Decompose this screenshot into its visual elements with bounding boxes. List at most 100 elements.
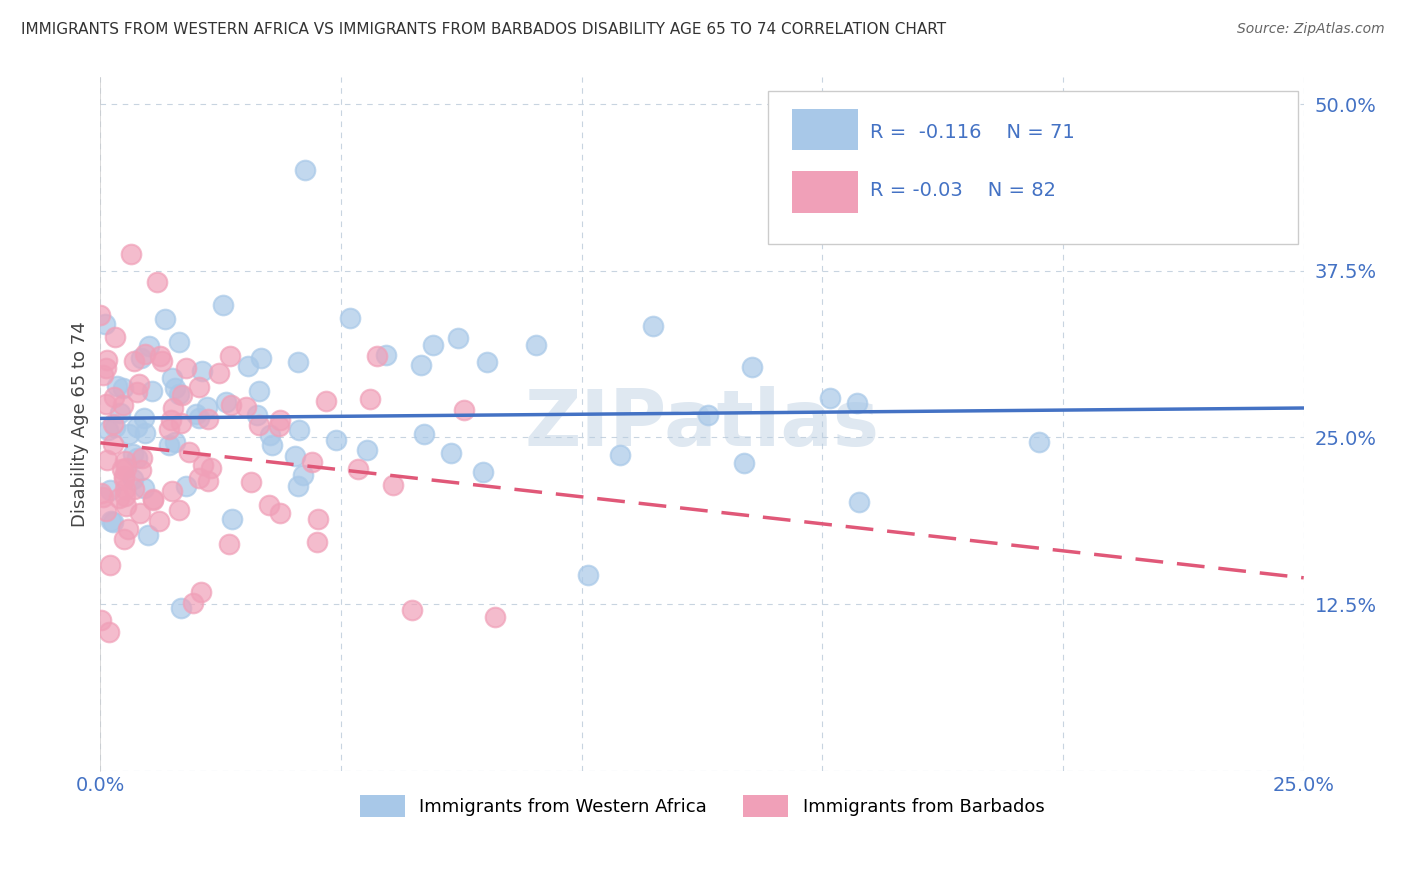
Point <box>471 465 494 479</box>
Point <box>188 411 211 425</box>
Point <box>104 330 127 344</box>
Point <box>246 408 269 422</box>
Point <box>269 507 291 521</box>
Point <box>103 417 125 432</box>
Point <box>100 483 122 497</box>
Point <box>96 353 118 368</box>
Point <box>165 435 187 450</box>
Point <box>174 479 197 493</box>
Point <box>641 319 664 334</box>
Y-axis label: Disability Age 65 to 74: Disability Age 65 to 74 <box>72 321 89 527</box>
Text: Source: ZipAtlas.com: Source: ZipAtlas.com <box>1237 22 1385 37</box>
Point <box>138 339 160 353</box>
Point <box>163 381 186 395</box>
Point <box>524 337 547 351</box>
Point <box>127 450 149 465</box>
Point <box>127 384 149 399</box>
Point <box>307 512 329 526</box>
Point <box>845 395 868 409</box>
Legend: Immigrants from Western Africa, Immigrants from Barbados: Immigrants from Western Africa, Immigran… <box>353 788 1052 824</box>
Point <box>129 463 152 477</box>
Point <box>122 354 145 368</box>
Point <box>305 535 328 549</box>
Point <box>111 462 134 476</box>
Point <box>179 445 201 459</box>
Point <box>159 413 181 427</box>
Point <box>91 491 114 505</box>
Point <box>167 503 190 517</box>
Bar <box>792 109 859 150</box>
Point <box>215 395 238 409</box>
Point <box>107 491 129 505</box>
Point <box>128 376 150 391</box>
Point <box>160 371 183 385</box>
Point <box>97 423 120 437</box>
Point <box>131 450 153 465</box>
Point <box>325 433 347 447</box>
Point <box>122 472 145 486</box>
Point <box>114 490 136 504</box>
Point <box>136 528 159 542</box>
Point <box>98 625 121 640</box>
Point <box>219 398 242 412</box>
Point <box>184 407 207 421</box>
Point <box>301 455 323 469</box>
Point <box>181 596 204 610</box>
Point <box>96 360 118 375</box>
Point <box>576 568 599 582</box>
Point <box>176 360 198 375</box>
Point <box>247 384 270 398</box>
Point <box>148 514 170 528</box>
Point <box>240 475 263 490</box>
Point <box>315 394 337 409</box>
Point <box>359 392 381 406</box>
Point <box>90 613 112 627</box>
Point <box>170 601 193 615</box>
Point <box>188 471 211 485</box>
Point <box>259 428 281 442</box>
Point <box>134 410 156 425</box>
Point <box>150 354 173 368</box>
Point <box>127 420 149 434</box>
Point <box>339 311 361 326</box>
Point <box>128 506 150 520</box>
Point <box>287 479 309 493</box>
Point <box>94 504 117 518</box>
Point <box>287 355 309 369</box>
Point <box>260 438 283 452</box>
Point <box>114 454 136 468</box>
Point <box>197 474 219 488</box>
Point <box>697 408 720 422</box>
Point <box>269 413 291 427</box>
Point <box>103 390 125 404</box>
Point <box>188 380 211 394</box>
Point <box>347 461 370 475</box>
Point <box>96 396 118 410</box>
Bar <box>792 171 859 212</box>
Point <box>191 364 214 378</box>
Point <box>157 438 180 452</box>
Point <box>453 403 475 417</box>
Point <box>111 398 134 412</box>
Point <box>211 298 233 312</box>
Point <box>157 422 180 436</box>
Text: R =  -0.116    N = 71: R = -0.116 N = 71 <box>870 122 1076 142</box>
Point <box>284 450 307 464</box>
Point <box>94 318 117 332</box>
Point <box>381 477 404 491</box>
Point <box>356 442 378 457</box>
Point <box>100 514 122 528</box>
Point <box>104 419 127 434</box>
Point <box>288 423 311 437</box>
Point <box>401 603 423 617</box>
Point <box>122 447 145 461</box>
Point <box>374 348 396 362</box>
Point <box>848 495 870 509</box>
Point <box>247 417 270 432</box>
Point <box>609 448 631 462</box>
Point <box>218 349 240 363</box>
Point <box>111 381 134 395</box>
Point <box>238 359 260 374</box>
Point <box>170 416 193 430</box>
Point <box>257 498 280 512</box>
